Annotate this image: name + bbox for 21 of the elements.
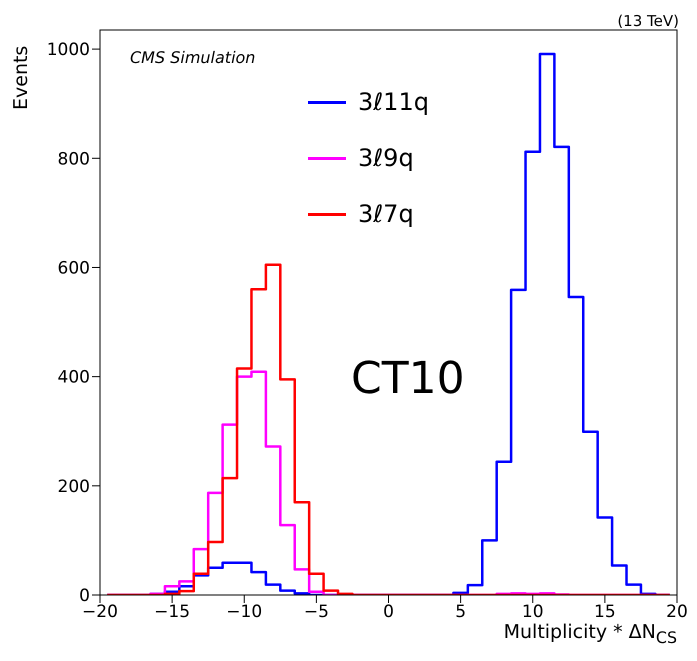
y-tick-label: 200 xyxy=(58,476,90,497)
legend-label: 3ℓ9q xyxy=(358,144,414,172)
x-tick-label: 20 xyxy=(666,602,688,622)
x-tick-label: −5 xyxy=(304,602,329,622)
annotation: (13 TeV) xyxy=(617,12,679,30)
annotation: CMS Simulation xyxy=(130,48,256,67)
x-tick-label: 5 xyxy=(455,602,466,622)
x-tick-label: −15 xyxy=(154,602,190,622)
x-tick-label: 10 xyxy=(522,602,544,622)
legend-label: 3ℓ11q xyxy=(358,88,429,116)
y-tick-label: 1000 xyxy=(46,40,90,60)
x-tick-label: −10 xyxy=(226,602,262,622)
x-tick-label: 15 xyxy=(594,602,616,622)
x-tick-label: 0 xyxy=(383,602,394,622)
annotation: CT10 xyxy=(351,353,465,404)
x-axis-title: Multiplicity * ΔN$_{CS}$ xyxy=(504,621,677,647)
y-tick-label: 400 xyxy=(58,368,90,388)
y-axis-title: Events xyxy=(10,46,32,110)
legend-label: 3ℓ7q xyxy=(358,200,414,228)
y-tick-label: 600 xyxy=(58,258,90,278)
y-tick-label: 800 xyxy=(58,149,90,170)
